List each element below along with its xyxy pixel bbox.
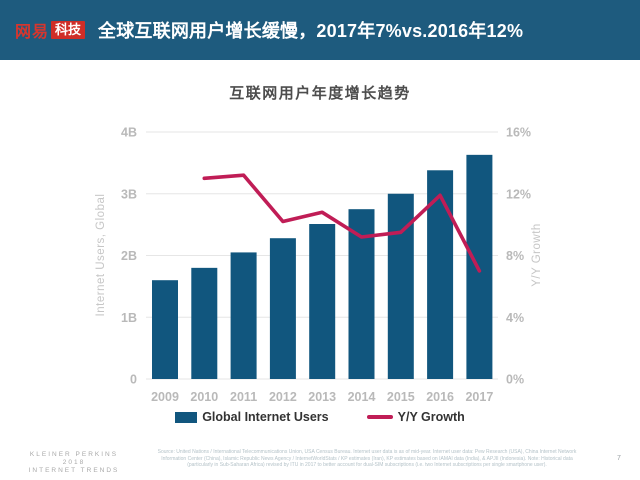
x-axis-label: 2011 xyxy=(230,390,257,404)
bar-2013 xyxy=(309,224,336,379)
right-axis-tick: 4% xyxy=(506,311,524,325)
chart-legend: Global Internet Users Y/Y Growth xyxy=(0,410,640,424)
left-axis-tick: 2B xyxy=(121,249,137,263)
growth-line xyxy=(202,173,482,273)
chart-title: 互联网用户年度增长趋势 xyxy=(229,85,411,102)
x-axis-label: 2013 xyxy=(308,390,336,404)
header-bar: 网易 科技 全球互联网用户增长缓慢，2017年7%vs.2016年12% xyxy=(0,0,640,60)
x-axis-label: 2012 xyxy=(269,390,297,404)
legend-item-line: Y/Y Growth xyxy=(366,410,465,424)
chart-canvas: 0 0% 1B 4% 2B 8% 3B 12% 4B 16% Internet Users, Glo… xyxy=(95,126,543,405)
netease-logo-text: 网易 xyxy=(15,24,50,41)
left-axis-tick: 4B xyxy=(121,126,137,140)
right-axis-tick: 0% xyxy=(506,373,524,387)
brand-line-3: INTERNET TRENDS xyxy=(28,467,120,474)
right-axis-tick: 16% xyxy=(506,126,531,140)
bar-2009 xyxy=(152,280,178,379)
slide-footer: KLEINER PERKINS 2018 INTERNET TRENDS Sou… xyxy=(0,444,640,475)
right-axis-tick: 8% xyxy=(506,249,524,263)
chart-area: 互联网用户年度增长趋势 0 0% 1B 4% 2B 8% 3B 12% 4B 16% Interne… xyxy=(0,82,640,424)
netease-tech-logo: 网易 科技 xyxy=(15,18,86,42)
legend-line-swatch-icon xyxy=(366,415,393,419)
x-axis-label: 2009 xyxy=(151,390,179,404)
page-number: 7 xyxy=(617,455,621,462)
left-axis-tick: 3B xyxy=(121,187,137,201)
bar-2012 xyxy=(269,238,296,379)
right-axis-tick: 12% xyxy=(506,187,531,201)
x-axis-label: 2016 xyxy=(426,390,454,404)
x-axis-label: 2015 xyxy=(387,390,415,404)
bar-2010 xyxy=(191,267,218,379)
right-axis-title: Y/Y Growth xyxy=(531,223,543,287)
legend-item-bars: Global Internet Users xyxy=(175,410,329,424)
source-note: Source: United Nations / International T… xyxy=(157,449,577,469)
legend-line-label: Y/Y Growth xyxy=(397,410,465,424)
left-axis-tick: 1B xyxy=(121,311,137,325)
brand-line-1: KLEINER PERKINS xyxy=(29,451,119,458)
x-axis-label: 2017 xyxy=(465,390,493,404)
brand-line-2: 2018 xyxy=(62,459,86,466)
legend-bar-label: Global Internet Users xyxy=(202,410,329,424)
tech-logo-badge: 科技 xyxy=(51,21,86,39)
page-title: 全球互联网用户增长缓慢，2017年7%vs.2016年12% xyxy=(98,21,524,41)
legend-bar-swatch-icon xyxy=(175,411,198,423)
bar-2017 xyxy=(466,154,493,379)
bar-2011 xyxy=(230,252,257,379)
left-axis-title: Internet Users, Global xyxy=(95,194,107,317)
x-axis-label: 2010 xyxy=(190,390,218,404)
left-axis-tick: 0 xyxy=(130,373,137,387)
kleiner-perkins-brand: KLEINER PERKINS 2018 INTERNET TRENDS xyxy=(0,444,148,475)
x-axis-label: 2014 xyxy=(348,390,376,404)
